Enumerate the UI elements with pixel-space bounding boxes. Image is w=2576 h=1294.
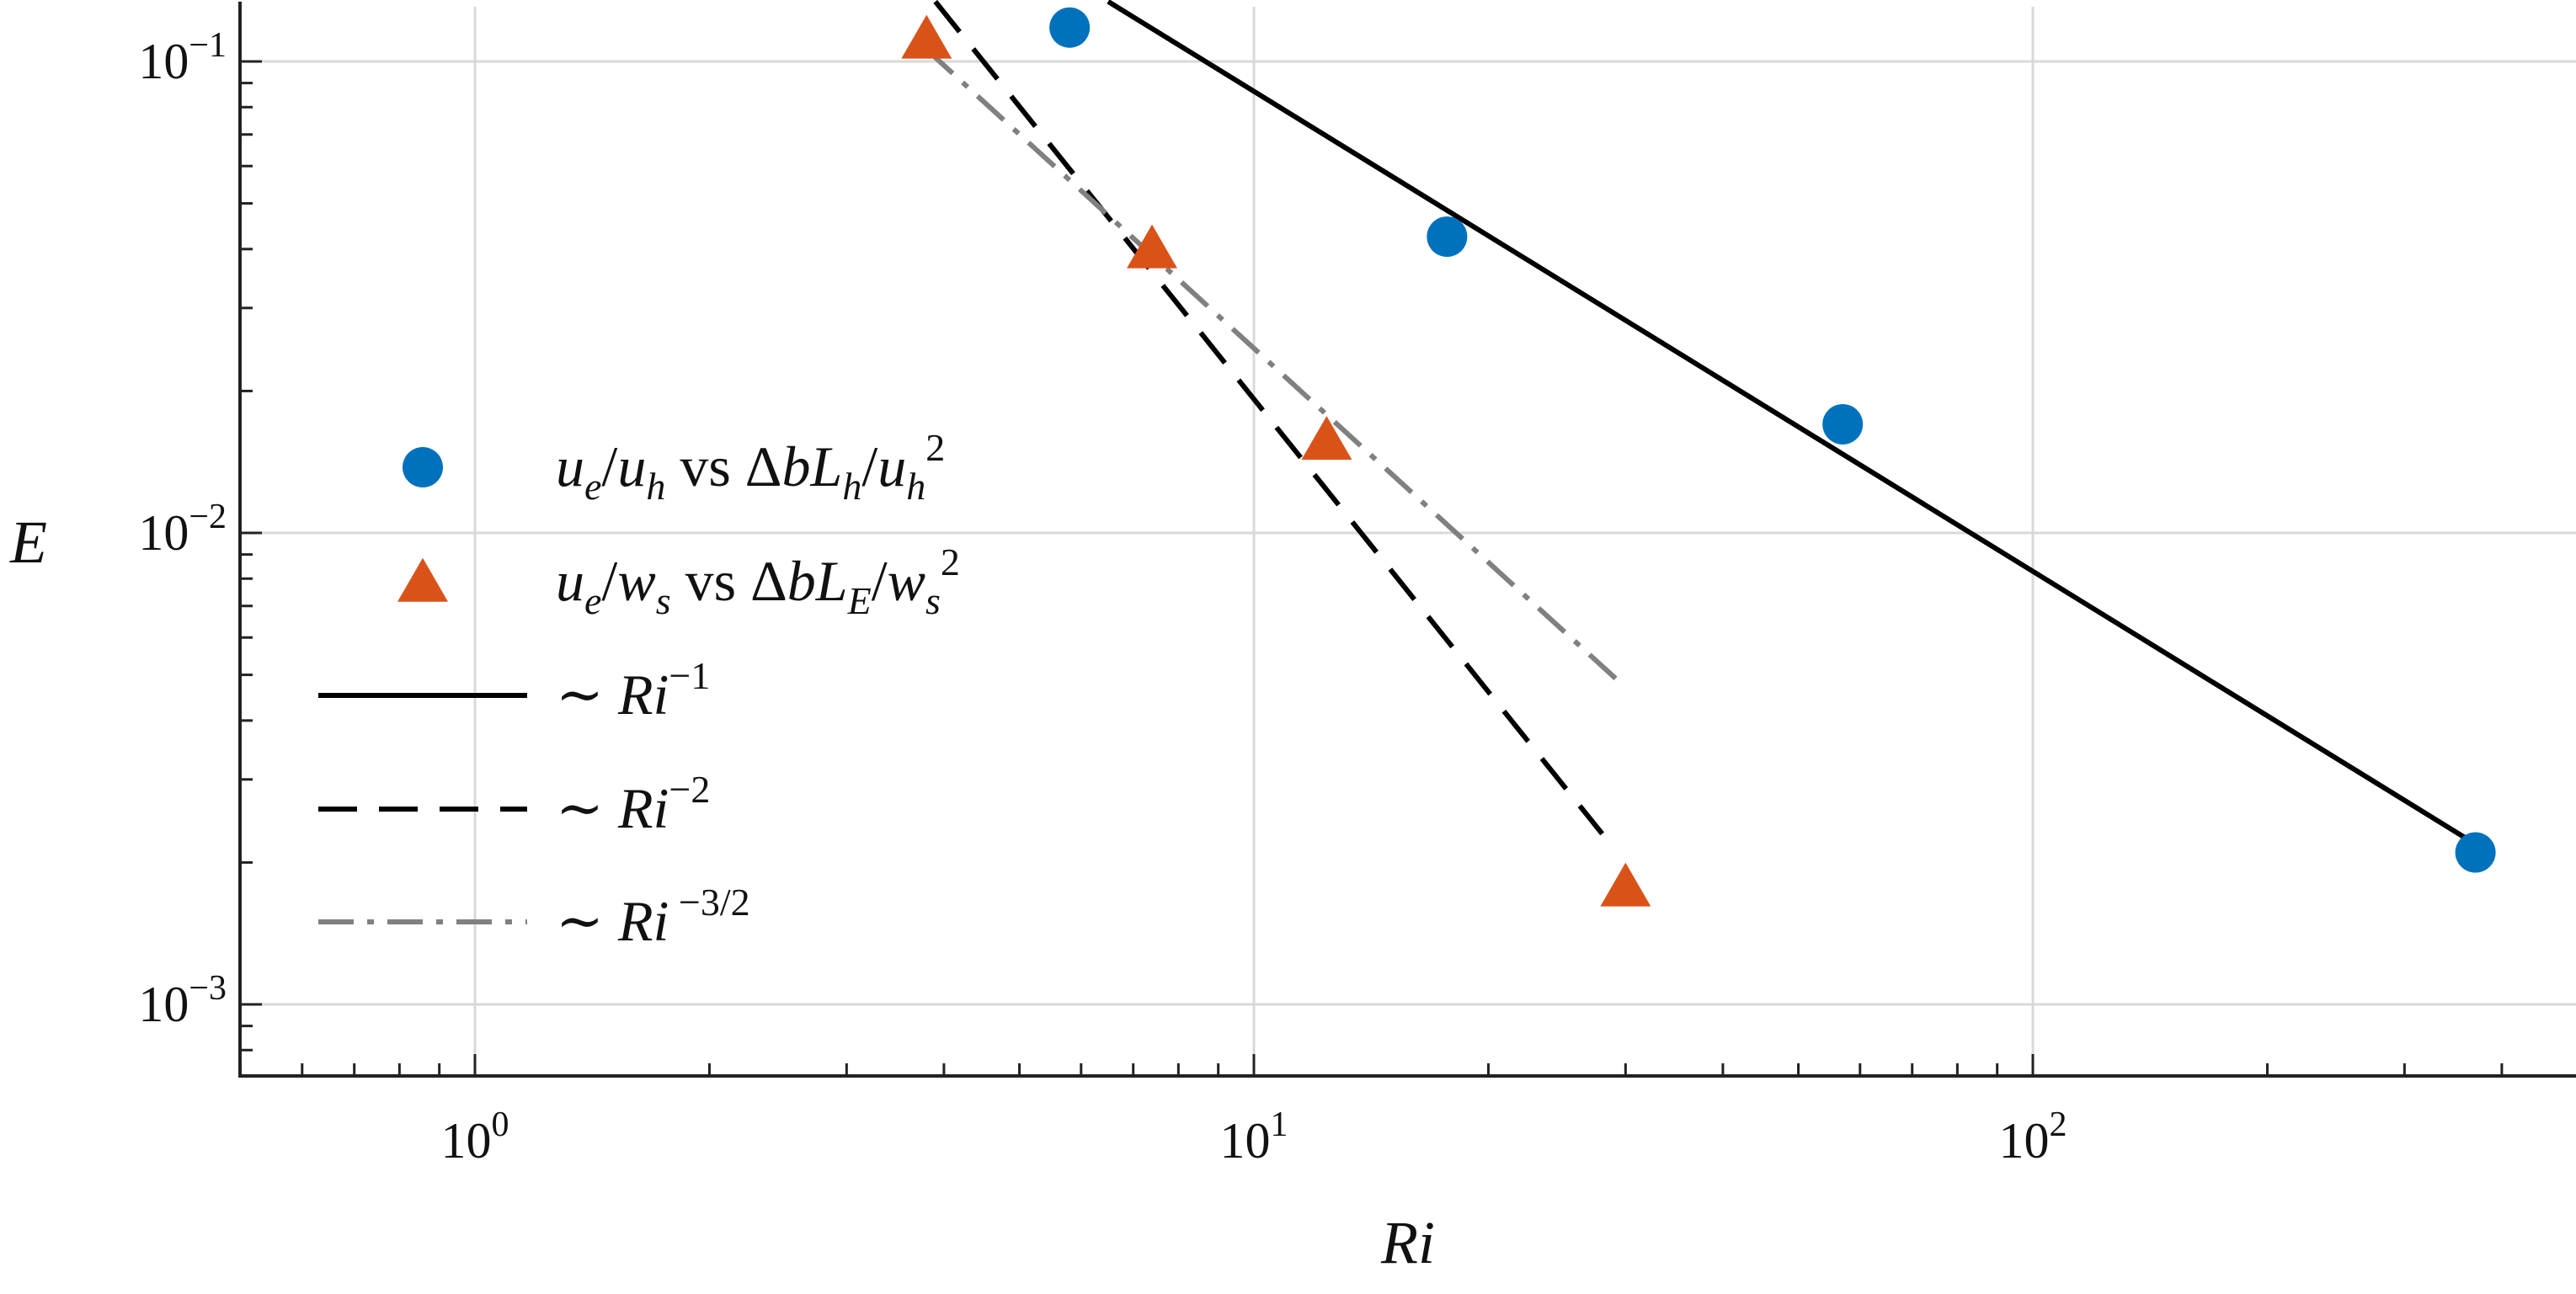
data-point-triangle xyxy=(1600,862,1651,907)
legend: ue/uh vs ΔbLh/uh2 ue/ws vs ΔbLE/ws2 ∼ Ri−1… xyxy=(318,426,960,953)
legend-label: ∼ Ri−1 xyxy=(556,654,710,727)
data-point-triangle xyxy=(1301,416,1352,461)
y-tick-label: 10−3 xyxy=(138,969,227,1032)
x-axis-label: Ri xyxy=(1380,1209,1435,1276)
legend-marker-circle xyxy=(403,447,443,487)
series-ri-3-2 xyxy=(925,47,1628,690)
line-ri-3-2 xyxy=(925,47,1628,690)
data-point-triangle xyxy=(1127,224,1178,269)
legend-label: ∼ Ri−2 xyxy=(556,768,710,840)
line-ri-1 xyxy=(1107,0,2468,841)
grid xyxy=(240,7,2576,1076)
series-circles xyxy=(1049,7,2496,873)
legend-entry-ri-1: ∼ Ri−1 xyxy=(318,654,710,727)
legend-entry-circles: ue/uh vs ΔbLh/uh2 xyxy=(403,426,945,508)
x-tick-label: 102 xyxy=(1999,1105,2067,1169)
x-tick-label: 100 xyxy=(441,1105,509,1169)
y-axis-label: E xyxy=(9,509,47,576)
legend-entry-triangles: ue/ws vs ΔbLE/ws2 xyxy=(397,540,960,622)
series-triangles xyxy=(901,14,1651,907)
y-tick-label: 10−2 xyxy=(138,498,227,561)
legend-entry-ri-2: ∼ Ri−2 xyxy=(318,768,710,840)
data-point-circle xyxy=(1049,7,1091,48)
data-point-circle xyxy=(1427,216,1468,258)
legend-label: ue/ws vs ΔbLE/ws2 xyxy=(556,540,960,622)
y-tick-label: 10−1 xyxy=(138,26,227,89)
legend-label: ∼ Ri −3/2 xyxy=(556,881,750,953)
x-tick-label: 101 xyxy=(1220,1105,1288,1169)
series-ri-1 xyxy=(1107,0,2468,841)
data-point-triangle xyxy=(901,14,952,59)
axes: 100 101 102 10−3 10−2 10−1 xyxy=(138,2,2576,1169)
plot-area xyxy=(901,0,2496,907)
legend-label: ue/uh vs ΔbLh/uh2 xyxy=(556,426,945,508)
data-point-circle xyxy=(1822,403,1864,445)
legend-marker-triangle xyxy=(397,557,448,602)
data-point-circle xyxy=(2455,832,2496,873)
line-ri-2 xyxy=(933,0,1604,836)
legend-entry-ri-3-2: ∼ Ri −3/2 xyxy=(318,881,750,953)
series-ri-2 xyxy=(933,0,1604,836)
